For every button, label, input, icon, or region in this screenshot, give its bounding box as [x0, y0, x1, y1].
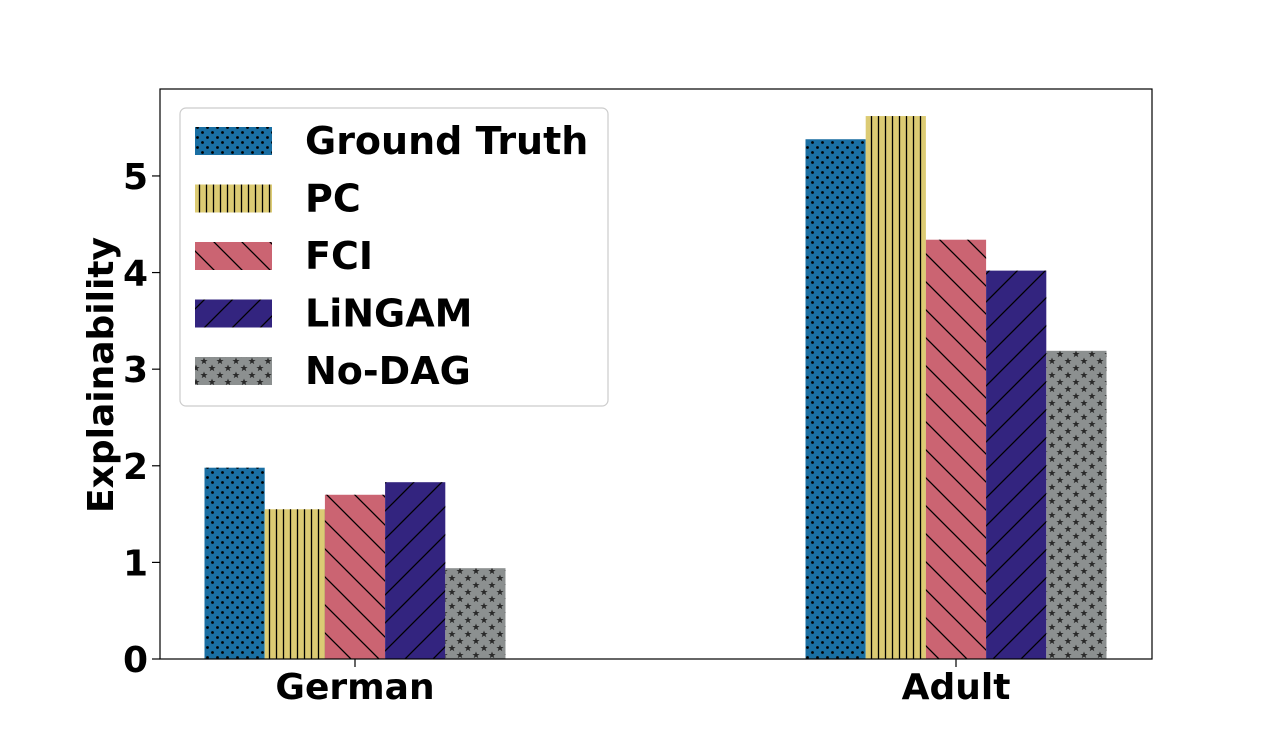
bar: [865, 116, 926, 660]
y-axis-label: Explainability: [81, 237, 122, 513]
bar-hatch: [204, 467, 265, 659]
bar: [324, 494, 386, 659]
legend-frame: [179, 107, 609, 407]
y-tick-label: 3: [123, 350, 148, 391]
legend-swatch-hatch: [195, 242, 272, 270]
legend-swatch-hatch: [195, 299, 272, 328]
y-tick-label: 5: [123, 157, 148, 198]
legend-label: Ground Truth: [305, 119, 588, 163]
legend: Ground Truth PC FCI LiNGAM No-DAG: [179, 107, 609, 407]
bar-hatch: [986, 270, 1047, 659]
bar: [445, 568, 506, 659]
legend-label: No-DAG: [305, 349, 471, 393]
x-tick-label: Adult: [902, 667, 1011, 708]
legend-label: FCI: [305, 234, 373, 278]
bar: [204, 467, 265, 659]
bar: [925, 239, 987, 660]
bar-hatch: [324, 494, 386, 659]
legend-item: LiNGAM: [195, 292, 472, 336]
bar: [264, 509, 325, 659]
plot-frame: [159, 88, 1153, 660]
bar: [986, 270, 1047, 659]
bar-hatch: [865, 116, 926, 660]
axes-layer: 0 1 2 3 4 5 German Adult: [123, 88, 1153, 708]
legend-label: LiNGAM: [305, 292, 472, 336]
legend-item: PC: [195, 177, 361, 221]
bar: [805, 139, 866, 659]
x-tick-label: German: [275, 667, 434, 708]
y-tick-label: 0: [123, 640, 148, 681]
legend-item: No-DAG: [195, 349, 471, 393]
bar-hatch: [925, 239, 987, 660]
bar: [1046, 350, 1107, 659]
y-tick-label: 4: [123, 254, 148, 295]
bar-hatch: [1046, 350, 1107, 659]
bars-layer: [204, 116, 1107, 660]
legend-swatch-hatch: [195, 357, 272, 385]
bar-hatch: [805, 139, 866, 659]
bar: [385, 482, 446, 659]
legend-swatch-hatch: [195, 127, 272, 155]
legend-swatch-hatch: [195, 184, 272, 213]
y-tick-label: 1: [123, 543, 148, 584]
legend-item: Ground Truth: [195, 119, 588, 163]
legend-item: FCI: [195, 234, 373, 278]
bar-hatch: [445, 568, 506, 659]
y-tick-label: 2: [123, 447, 148, 488]
bar-hatch: [264, 509, 325, 659]
legend-label: PC: [305, 177, 361, 221]
bar-hatch: [385, 482, 446, 659]
